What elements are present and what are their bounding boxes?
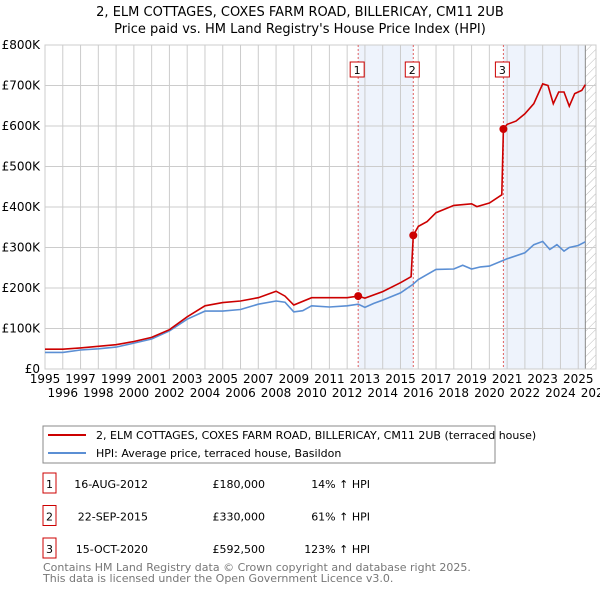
sale-3-label-box — [494, 61, 510, 78]
sale-3-label: 3 — [499, 64, 506, 77]
y-tick-label: £700K — [2, 79, 42, 93]
x-tick-label: 2024 — [545, 386, 576, 400]
sale-3-point — [499, 125, 508, 134]
sale-2-label: 2 — [409, 64, 416, 77]
y-tick-label: £0 — [25, 362, 40, 376]
sale-number: 2 — [46, 511, 53, 524]
x-tick-label: 2023 — [527, 372, 558, 386]
x-tick-label: 2017 — [421, 372, 452, 386]
sale-1-point — [354, 292, 363, 301]
sale-price: £180,000 — [213, 478, 266, 491]
x-tick-label: 1996 — [48, 386, 79, 400]
x-tick-label: 2020 — [474, 386, 505, 400]
x-tick-label: 1998 — [83, 386, 114, 400]
footer-line-2: This data is licensed under the Open Gov… — [42, 572, 393, 585]
x-tick-label: 1997 — [65, 372, 96, 386]
sale-date: 22-SEP-2015 — [78, 511, 148, 524]
sale-2-point — [409, 231, 418, 240]
sale-row-2-badge — [42, 505, 57, 526]
property-price-line — [45, 82, 586, 350]
y-tick-label: £100K — [2, 322, 42, 336]
sale-number: 3 — [46, 543, 53, 556]
x-tick-label: 2002 — [154, 386, 185, 400]
x-tick-label: 2010 — [296, 386, 327, 400]
sale-date: 16-AUG-2012 — [74, 478, 148, 491]
x-tick-label: 2005 — [207, 372, 238, 386]
x-tick-label: 2013 — [350, 372, 381, 386]
x-tick-label: 2018 — [439, 386, 470, 400]
x-tick-label: 2014 — [367, 386, 398, 400]
chart-title: 2, ELM COTTAGES, COXES FARM ROAD, BILLER… — [96, 5, 504, 20]
x-tick-label: 1999 — [101, 372, 132, 386]
x-tick-label: 2015 — [385, 372, 416, 386]
y-tick-label: £500K — [2, 160, 42, 174]
x-tick-label: 2012 — [332, 386, 363, 400]
x-tick-label: 2009 — [279, 372, 310, 386]
x-tick-label: 2007 — [243, 372, 274, 386]
chart-subtitle: Price paid vs. HM Land Registry's House … — [114, 22, 486, 37]
footer-line-1: Contains HM Land Registry data © Crown c… — [43, 561, 471, 574]
sales-table: 1 16-AUG-2012 £180,000 14% ↑ HPI 2 22-SEP-201… — [42, 472, 370, 559]
x-tick-label: 2016 — [403, 386, 434, 400]
x-tick-label: 2026 — [581, 386, 600, 400]
x-tick-label: 2001 — [136, 372, 167, 386]
y-tick-label: £800K — [2, 38, 42, 52]
legend-property: 2, ELM COTTAGES, COXES FARM ROAD, BILLER… — [96, 429, 536, 442]
x-tick-label: 2008 — [261, 386, 292, 400]
sale-2-label-box — [404, 61, 420, 78]
x-tick-label: 2000 — [119, 386, 150, 400]
sale-1-label-box — [349, 61, 365, 78]
y-tick-label: £300K — [2, 241, 42, 255]
sale-date: 15-OCT-2020 — [76, 543, 148, 556]
plot-border — [44, 44, 597, 370]
y-tick-label: £400K — [2, 200, 42, 214]
sale-number: 1 — [46, 478, 53, 491]
sale-row-3-badge — [42, 537, 57, 559]
sale-1-label: 1 — [354, 64, 361, 77]
sale-hpi-change: 123% ↑ HPI — [304, 543, 370, 556]
x-tick-label: 1995 — [30, 372, 61, 386]
legend-hpi: HPI: Average price, terraced house, Basi… — [96, 447, 341, 460]
sale-hpi-change: 61% ↑ HPI — [311, 511, 370, 524]
x-tick-label: 2011 — [314, 372, 345, 386]
sale-price: £592,500 — [213, 543, 266, 556]
sale-price: £330,000 — [213, 511, 266, 524]
x-tick-label: 2021 — [492, 372, 523, 386]
sale-hpi-change: 14% ↑ HPI — [311, 478, 370, 491]
x-tick-label: 2006 — [225, 386, 256, 400]
legend: 2, ELM COTTAGES, COXES FARM ROAD, BILLER… — [42, 425, 536, 464]
x-tick-label: 2004 — [190, 386, 221, 400]
x-tick-label: 2025 — [563, 372, 594, 386]
x-tick-label: 2003 — [172, 372, 203, 386]
y-tick-label: £200K — [2, 281, 42, 295]
hpi-line — [45, 240, 586, 354]
sale-row-1-badge — [42, 472, 57, 494]
y-tick-label: £600K — [2, 119, 42, 133]
x-tick-label: 2022 — [510, 386, 541, 400]
x-tick-label: 2019 — [456, 372, 487, 386]
